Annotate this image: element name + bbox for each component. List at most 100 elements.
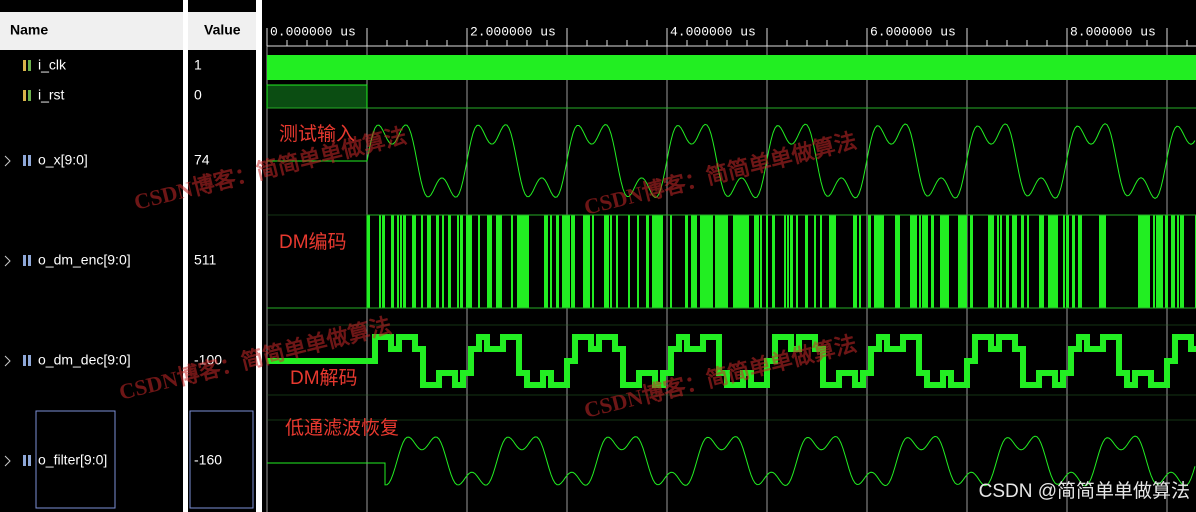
name-header[interactable]: Name bbox=[10, 22, 48, 38]
enc-bar bbox=[805, 215, 808, 308]
enc-bar bbox=[550, 215, 552, 308]
panel-separator bbox=[256, 0, 262, 512]
signal-name[interactable]: o_filter[9:0] bbox=[38, 452, 107, 468]
enc-bar bbox=[796, 215, 798, 308]
enc-bar bbox=[997, 215, 999, 308]
enc-bar bbox=[964, 215, 967, 308]
expand-arrow[interactable] bbox=[4, 255, 11, 267]
enc-bar bbox=[421, 215, 423, 308]
enc-bar bbox=[1063, 215, 1065, 308]
signal-name[interactable]: o_x[9:0] bbox=[38, 152, 88, 168]
enc-bar bbox=[397, 215, 399, 308]
enc-bar bbox=[520, 215, 524, 308]
enc-bar bbox=[628, 215, 630, 308]
selection-outline bbox=[189, 410, 254, 509]
enc-bar bbox=[1015, 215, 1017, 308]
enc-bar bbox=[814, 215, 816, 308]
enc-bar bbox=[1171, 215, 1175, 308]
enc-bar bbox=[754, 215, 758, 308]
enc-bar bbox=[832, 215, 836, 308]
enc-bar bbox=[607, 215, 609, 308]
enc-bar bbox=[442, 215, 444, 308]
signal-value[interactable]: -160 bbox=[194, 452, 222, 468]
enc-bar bbox=[1051, 215, 1055, 308]
signal-icon bbox=[23, 155, 26, 166]
enc-bar bbox=[604, 215, 608, 308]
enc-bar bbox=[499, 215, 502, 308]
column-separator bbox=[183, 0, 188, 512]
enc-bar bbox=[988, 215, 992, 308]
enc-bar bbox=[1078, 215, 1082, 308]
enc-bar bbox=[820, 215, 822, 308]
enc-bar bbox=[652, 215, 655, 308]
enc-bar bbox=[724, 215, 728, 308]
value-header-bg bbox=[187, 12, 257, 50]
signal-name[interactable]: i_clk bbox=[38, 57, 67, 73]
signal-name[interactable]: o_dm_dec[9:0] bbox=[38, 352, 131, 368]
expand-arrow[interactable] bbox=[4, 455, 11, 467]
enc-bar bbox=[460, 215, 463, 308]
rst-high bbox=[266, 84, 368, 109]
enc-bar bbox=[646, 215, 649, 308]
signal-icon bbox=[28, 255, 31, 266]
enc-bar bbox=[1177, 215, 1179, 308]
enc-bar bbox=[448, 215, 451, 308]
signal-value[interactable]: -100 bbox=[194, 352, 222, 368]
enc-bar bbox=[721, 215, 725, 308]
enc-bar bbox=[367, 215, 370, 308]
enc-bar bbox=[1066, 215, 1069, 308]
enc-bar bbox=[436, 215, 439, 308]
enc-bar bbox=[610, 215, 612, 308]
enc-bar bbox=[898, 215, 900, 308]
value-header[interactable]: Value bbox=[204, 22, 241, 38]
ruler-label: 0.000000 us bbox=[270, 24, 356, 39]
footer-credit: CSDN @简简单单做算法 bbox=[979, 480, 1190, 502]
enc-bar bbox=[766, 215, 768, 308]
enc-bar bbox=[1054, 215, 1058, 308]
enc-bar bbox=[958, 215, 962, 308]
signal-icon bbox=[23, 455, 26, 466]
signal-value[interactable]: 0 bbox=[194, 87, 202, 103]
enc-bar bbox=[946, 215, 949, 308]
enc-bar bbox=[1141, 215, 1145, 308]
enc-bar bbox=[757, 215, 759, 308]
enc-bar bbox=[868, 215, 871, 308]
enc-bar bbox=[925, 215, 928, 308]
enc-bar bbox=[961, 215, 964, 308]
enc-bar bbox=[829, 215, 832, 308]
enc-bar bbox=[931, 215, 934, 308]
enc-bar bbox=[859, 215, 861, 308]
enc-bar bbox=[1072, 215, 1075, 308]
enc-bar bbox=[874, 215, 878, 308]
enc-bar bbox=[379, 215, 381, 308]
enc-bar bbox=[523, 215, 527, 308]
enc-bar bbox=[1138, 215, 1141, 308]
enc-bar bbox=[895, 215, 898, 308]
signal-value[interactable]: 511 bbox=[194, 252, 217, 268]
enc-bar bbox=[733, 215, 736, 308]
signal-value[interactable]: 74 bbox=[194, 152, 210, 168]
enc-bar bbox=[1042, 215, 1044, 308]
enc-bar bbox=[403, 215, 406, 308]
enc-bar bbox=[1021, 215, 1024, 308]
enc-bar bbox=[694, 215, 697, 308]
signal-icon bbox=[28, 60, 31, 71]
enc-bar bbox=[1039, 215, 1043, 308]
enc-bar bbox=[1099, 215, 1102, 308]
enc-bar bbox=[1000, 215, 1002, 308]
name-header-bg bbox=[0, 12, 183, 50]
enc-bar bbox=[970, 215, 973, 308]
enc-bar bbox=[583, 215, 587, 308]
enc-bar bbox=[760, 215, 762, 308]
expand-arrow[interactable] bbox=[4, 155, 11, 167]
signal-value[interactable]: 1 bbox=[194, 57, 202, 73]
enc-bar bbox=[1147, 215, 1150, 308]
signal-icon bbox=[23, 355, 26, 366]
enc-bar bbox=[391, 215, 394, 308]
enc-bar bbox=[556, 215, 559, 308]
signal-name[interactable]: i_rst bbox=[38, 87, 65, 103]
enc-bar bbox=[1159, 215, 1163, 308]
expand-arrow[interactable] bbox=[4, 355, 11, 367]
signal-name[interactable]: o_dm_enc[9:0] bbox=[38, 252, 131, 268]
enc-bar bbox=[1156, 215, 1159, 308]
